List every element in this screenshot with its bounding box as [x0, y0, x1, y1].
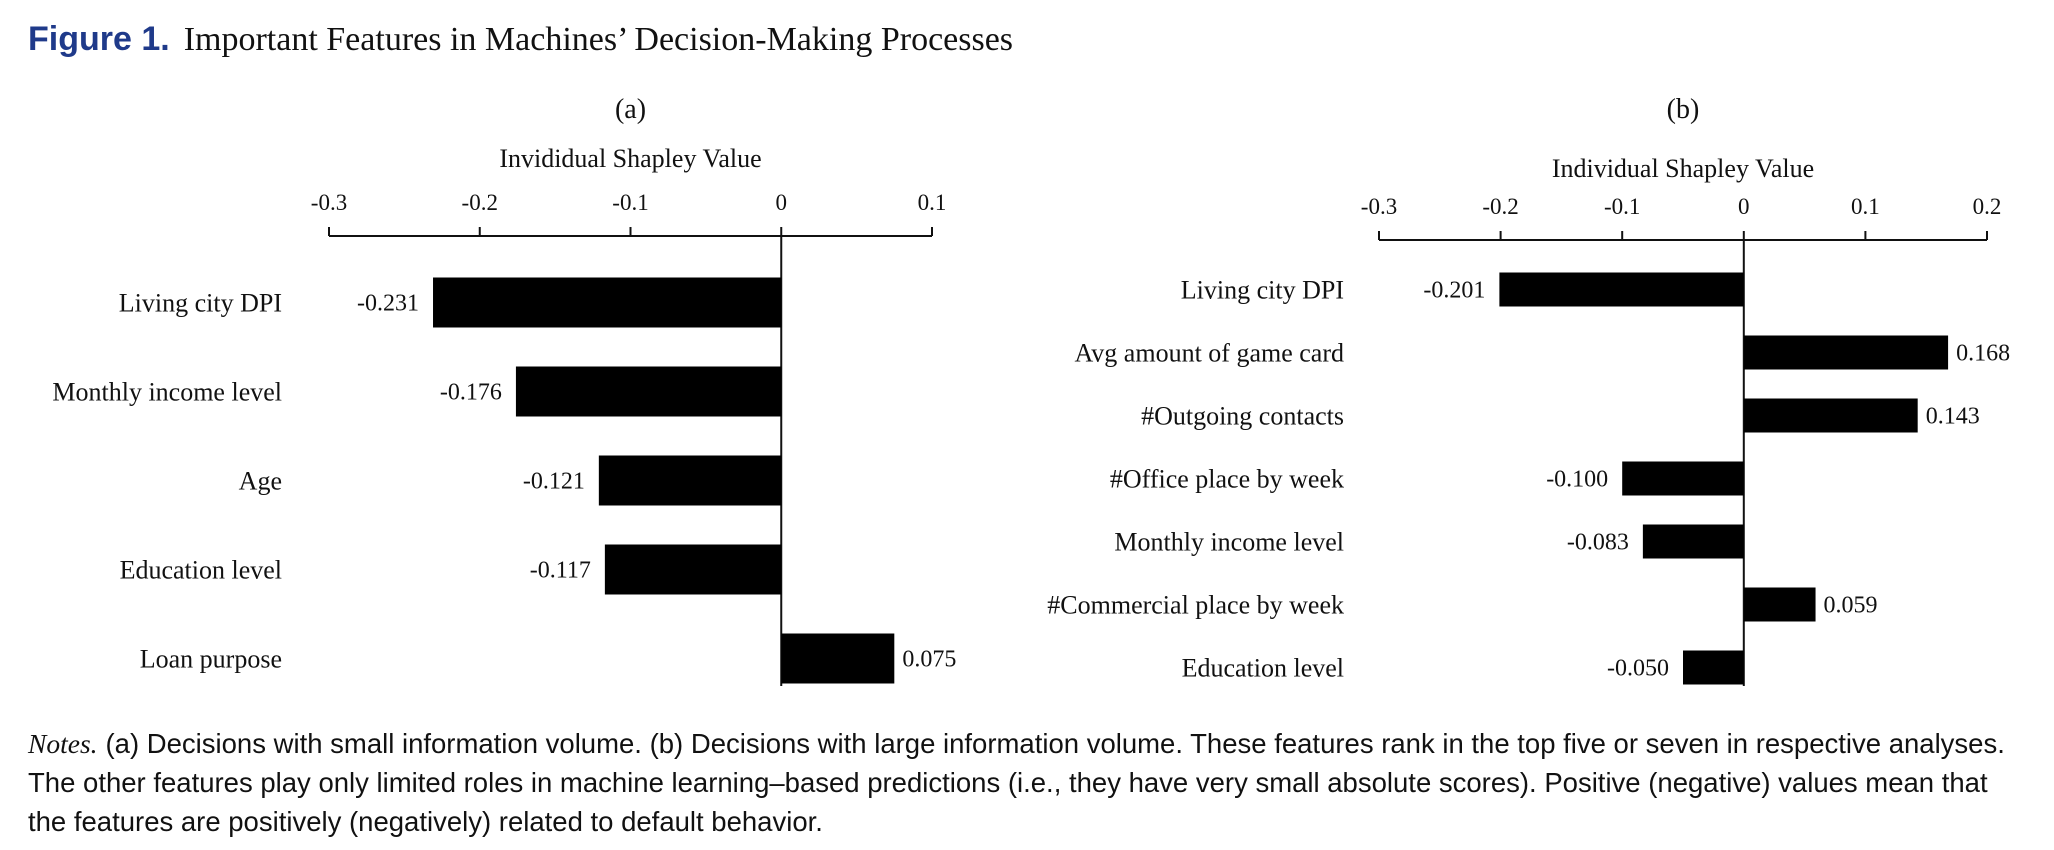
value-label: -0.100 — [1546, 467, 1608, 493]
x-axis-title: Individual Shapley Value — [1552, 154, 1814, 183]
value-label: -0.201 — [1423, 278, 1485, 304]
panel-label: (b) — [1667, 94, 1700, 125]
x-tick-label: -0.1 — [1604, 194, 1640, 219]
value-label: -0.050 — [1607, 656, 1669, 682]
value-label: 0.075 — [902, 647, 956, 673]
category-label: Loan purpose — [140, 645, 282, 674]
bar — [604, 544, 782, 595]
value-label: -0.117 — [530, 558, 591, 584]
x-tick-label: 0.2 — [1973, 194, 2002, 219]
category-label: #Commercial place by week — [1047, 591, 1344, 620]
x-tick-label: 0 — [1738, 194, 1750, 219]
x-tick-label: -0.3 — [1361, 194, 1397, 219]
x-tick-label: -0.3 — [311, 190, 347, 215]
figure-charts: (a)Invididual Shapley Value-0.3 -0.2 -0.1 0… — [52, 94, 2010, 686]
x-axis-title: Invididual Shapley Value — [499, 144, 761, 173]
category-label: Avg amount of game card — [1074, 339, 1344, 368]
value-label: -0.083 — [1567, 530, 1629, 556]
x-tick-label: -0.2 — [1482, 194, 1518, 219]
bar — [598, 455, 782, 506]
value-label: -0.176 — [440, 380, 502, 406]
bar — [1743, 335, 1949, 370]
bar — [1683, 650, 1744, 685]
value-label: 0.168 — [1956, 341, 2010, 367]
bar — [781, 633, 895, 684]
notes-label: Notes. — [28, 728, 98, 759]
category-label: Education level — [120, 556, 282, 585]
category-label: Monthly income level — [1114, 528, 1344, 557]
bar — [1743, 587, 1816, 622]
panel-label: (a) — [615, 94, 646, 125]
category-label: Living city DPI — [119, 289, 282, 318]
bar — [1642, 524, 1744, 559]
bar — [1622, 461, 1744, 496]
category-label: #Office place by week — [1110, 465, 1344, 494]
bar — [1743, 398, 1918, 433]
value-label: 0.143 — [1926, 404, 1980, 430]
value-label: -0.121 — [523, 469, 585, 495]
category-label: Living city DPI — [1181, 276, 1344, 305]
category-label: Age — [239, 467, 282, 496]
x-tick-label: -0.2 — [462, 190, 498, 215]
bar — [1499, 272, 1744, 307]
category-label: #Outgoing contacts — [1141, 402, 1344, 431]
x-tick-label: 0 — [776, 190, 788, 215]
bar — [515, 366, 782, 417]
x-tick-label: 0.1 — [1851, 194, 1880, 219]
figure-notes: Notes. (a) Decisions with small informati… — [28, 724, 2028, 841]
notes-text: (a) Decisions with small information vol… — [28, 728, 2005, 837]
figure-label: Figure 1. — [28, 20, 170, 58]
value-label: -0.231 — [357, 291, 419, 317]
figure-title-text: Important Features in Machines’ Decision… — [183, 21, 1014, 58]
bar — [433, 277, 782, 328]
figure-title: Figure 1. Important Features in Machines’… — [28, 14, 1013, 65]
category-label: Monthly income level — [52, 378, 282, 407]
x-tick-label: -0.1 — [612, 190, 648, 215]
x-tick-label: 0.1 — [918, 190, 947, 215]
category-label: Education level — [1182, 654, 1344, 683]
value-label: 0.059 — [1824, 593, 1878, 619]
